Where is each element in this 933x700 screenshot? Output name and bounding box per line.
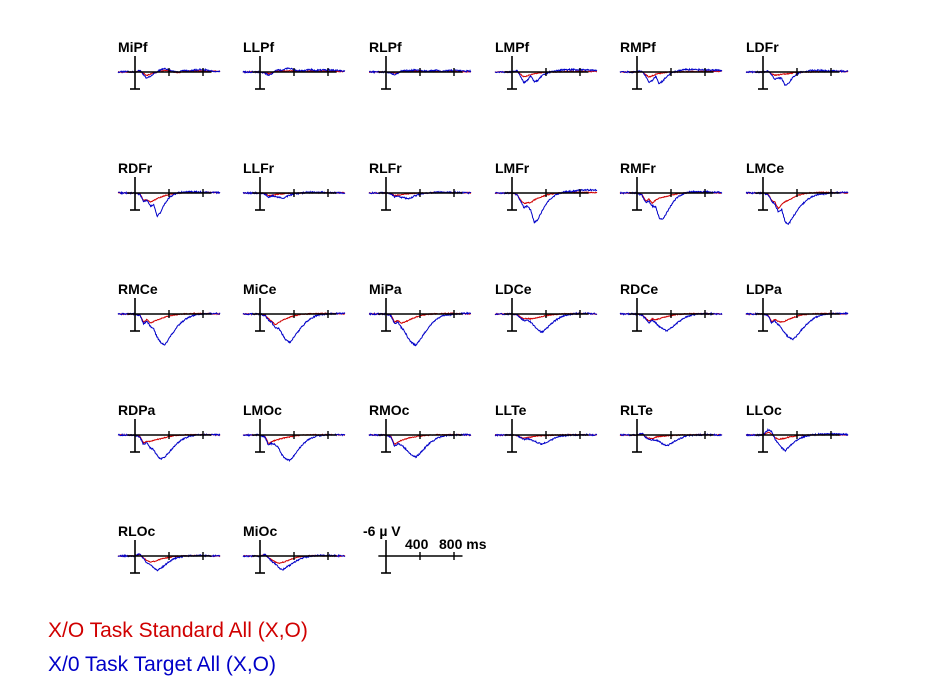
electrode-label: RMPf <box>620 39 656 55</box>
electrode-label: RMCe <box>118 281 158 297</box>
electrode-label: LMPf <box>495 39 530 55</box>
erp-panel: RLOc <box>117 523 221 574</box>
erp-panel: LLOc <box>745 402 849 453</box>
electrode-label: RDCe <box>620 281 658 297</box>
scale-bar-time-label: 800 ms <box>439 536 487 552</box>
electrode-label: RLFr <box>369 160 402 176</box>
erp-panel: LLTe <box>494 402 598 453</box>
electrode-label: LLFr <box>243 160 275 176</box>
erp-panel: MiOc <box>242 523 346 574</box>
electrode-label: LMFr <box>495 160 530 176</box>
erp-panel: RLTe <box>619 402 723 453</box>
erp-panel: MiPa <box>368 281 472 347</box>
erp-panel: LDCe <box>494 281 598 334</box>
electrode-label: RDPa <box>118 402 156 418</box>
electrode-label: LMOc <box>243 402 282 418</box>
electrode-label: LDPa <box>746 281 782 297</box>
erp-panel: LLPf <box>242 39 346 90</box>
erp-panel: MiCe <box>242 281 346 344</box>
erp-panel: LDFr <box>745 39 849 90</box>
electrode-label: MiPa <box>369 281 402 297</box>
erp-panel: RMFr <box>619 160 723 220</box>
legend-standard-label: X/O Task Standard All (X,O) <box>48 619 308 642</box>
scale-bar-voltage-label: -6 µ V <box>363 523 401 539</box>
electrode-label: RLPf <box>369 39 402 55</box>
erp-panel: LMOc <box>242 402 346 463</box>
erp-panel: RDCe <box>619 281 723 332</box>
erp-panel: LMFr <box>494 160 598 224</box>
electrode-label: RMFr <box>620 160 656 176</box>
erp-panel: LLFr <box>242 160 346 211</box>
electrode-label: MiPf <box>118 39 148 55</box>
erp-panel: RMCe <box>117 281 221 346</box>
scale-bar-time-label: 400 <box>405 536 429 552</box>
electrode-label: RMOc <box>369 402 410 418</box>
electrode-label: RLTe <box>620 402 653 418</box>
electrode-label: MiCe <box>243 281 277 297</box>
electrode-label: LLOc <box>746 402 782 418</box>
erp-panel: RDPa <box>117 402 221 461</box>
erp-panel: RLFr <box>368 160 472 211</box>
erp-panel: RMPf <box>619 39 723 90</box>
electrode-label: LDCe <box>495 281 532 297</box>
erp-panel: LMCe <box>745 160 849 226</box>
electrode-label: LLTe <box>495 402 527 418</box>
erp-panel: RLPf <box>369 39 472 90</box>
erp-panel: LDPa <box>745 281 849 341</box>
erp-panel: LMPf <box>494 39 598 90</box>
electrode-label: RDFr <box>118 160 153 176</box>
erp-panel: MiPf <box>117 39 221 90</box>
electrode-label: LLPf <box>243 39 274 55</box>
electrode-label: LDFr <box>746 39 779 55</box>
legend-target-label: X/0 Task Target All (X,O) <box>48 653 276 676</box>
electrode-label: MiOc <box>243 523 277 539</box>
electrode-label: RLOc <box>118 523 156 539</box>
erp-panel: RDFr <box>117 160 221 218</box>
electrode-label: LMCe <box>746 160 784 176</box>
erp-panel: RMOc <box>368 402 472 459</box>
